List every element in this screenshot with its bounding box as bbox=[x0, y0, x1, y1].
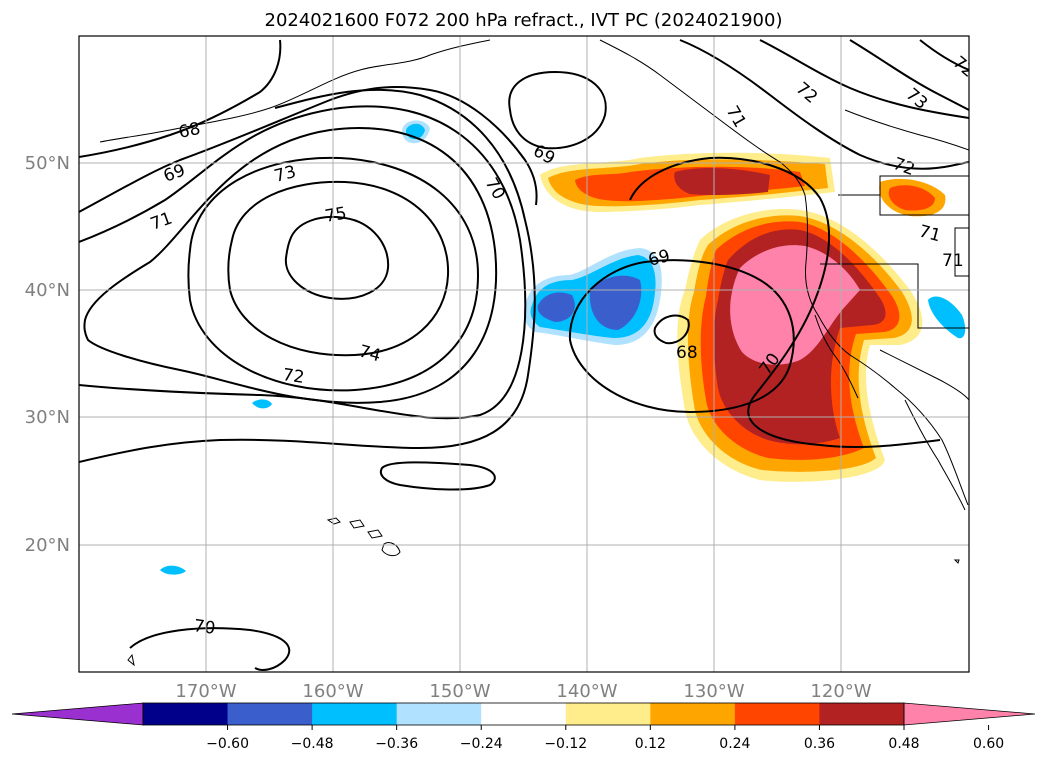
gridlines bbox=[79, 36, 969, 672]
colorbar-bin bbox=[819, 703, 905, 725]
colorbar-frame bbox=[142, 702, 905, 726]
lat-axis: 50°N 40°N 30°N 20°N bbox=[25, 153, 70, 556]
contour-label: 72 bbox=[281, 365, 305, 388]
height-contours bbox=[79, 39, 969, 671]
colorbar-under-arrow bbox=[11, 702, 144, 726]
colorbar-tick-label: 0.24 bbox=[719, 736, 750, 752]
colorbar-bin bbox=[227, 703, 313, 725]
colorbar-tick-label: 0.48 bbox=[888, 736, 919, 752]
lon-label: 170°W bbox=[175, 681, 236, 702]
lon-label: 160°W bbox=[302, 681, 363, 702]
contour-label: 68 bbox=[676, 343, 698, 363]
coastlines bbox=[99, 39, 969, 667]
lat-label: 20°N bbox=[25, 535, 70, 556]
colorbar-tick-label: 0.60 bbox=[973, 736, 1004, 752]
colorbar-bin bbox=[481, 703, 567, 725]
colorbar-bin bbox=[650, 703, 736, 725]
colorbar-tick-label: −0.48 bbox=[291, 736, 334, 752]
lon-axis: 170°W 160°W 150°W 140°W 130°W 120°W bbox=[175, 681, 871, 702]
lon-label: 150°W bbox=[429, 681, 490, 702]
colorbar-tick-label: 0.36 bbox=[804, 736, 835, 752]
colorbar-over-arrow bbox=[903, 702, 1036, 726]
colorbar-bin bbox=[565, 703, 651, 725]
colorbar-tick-label: −0.36 bbox=[375, 736, 418, 752]
ivt-shading bbox=[160, 120, 966, 575]
lon-label: 140°W bbox=[556, 681, 617, 702]
map-frame bbox=[78, 35, 970, 673]
colorbar: −0.60 −0.48 −0.36 −0.24 −0.12 0.12 0.24 0.36 0.4… bbox=[11, 702, 1036, 752]
colorbar-bin bbox=[734, 703, 820, 725]
colorbar-tick-label: −0.12 bbox=[544, 736, 587, 752]
contour-label: 71 bbox=[942, 251, 964, 271]
lon-label: 130°W bbox=[683, 681, 744, 702]
contour-label: 75 bbox=[323, 203, 348, 226]
colorbar-tick-label: 0.12 bbox=[635, 736, 666, 752]
contour-label: 70 bbox=[192, 616, 216, 639]
colorbar-bin bbox=[312, 703, 398, 725]
lat-label: 30°N bbox=[25, 407, 70, 428]
map-title: 2024021600 F072 200 hPa refract., IVT PC… bbox=[264, 10, 783, 31]
lat-label: 40°N bbox=[25, 280, 70, 301]
lat-label: 50°N bbox=[25, 153, 70, 174]
map-area: 68 69 71 73 75 74 72 70 69 69 68 70 70 7… bbox=[79, 36, 969, 672]
colorbar-bin bbox=[143, 703, 229, 725]
contour-label: 68 bbox=[177, 119, 202, 143]
lon-label: 120°W bbox=[810, 681, 871, 702]
colorbar-tick-label: −0.24 bbox=[460, 736, 503, 752]
colorbar-tick-label: −0.60 bbox=[206, 736, 249, 752]
colorbar-bin bbox=[396, 703, 482, 725]
